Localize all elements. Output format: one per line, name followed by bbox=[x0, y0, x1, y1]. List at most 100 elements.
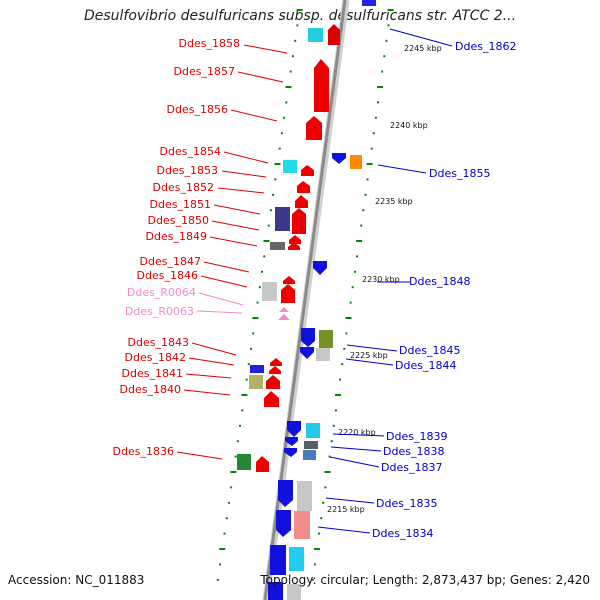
scale-tick bbox=[250, 347, 252, 350]
gene-label[interactable]: Ddes_1839 bbox=[386, 430, 447, 443]
forward-gene-arrow bbox=[266, 375, 280, 389]
forward-gene-arrow bbox=[270, 358, 282, 366]
scale-label: 2230 kbp bbox=[362, 275, 400, 284]
gene-label[interactable]: Ddes_1835 bbox=[376, 497, 437, 510]
scale-tick bbox=[387, 24, 390, 27]
scale-tick bbox=[223, 532, 226, 535]
feature-block bbox=[249, 375, 263, 389]
scale-tick bbox=[274, 163, 281, 165]
gene-label[interactable]: Ddes_R0064 bbox=[127, 286, 196, 299]
gene-label[interactable]: Ddes_1857 bbox=[174, 65, 235, 78]
reverse-gene-block bbox=[270, 545, 286, 575]
right-gene-labels: Ddes_1862 Ddes_1855 Ddes_1848 Ddes_1845 … bbox=[372, 40, 516, 540]
gene-label[interactable]: Ddes_R0063 bbox=[125, 305, 194, 318]
feature-block bbox=[289, 547, 304, 571]
scale-tick bbox=[370, 147, 373, 150]
gene-label[interactable]: Ddes_1858 bbox=[179, 37, 240, 50]
feature-block bbox=[304, 441, 318, 449]
forward-gene-arrow bbox=[288, 242, 300, 250]
scale-tick bbox=[343, 347, 346, 350]
scale-tick bbox=[372, 132, 375, 135]
scale-tick bbox=[225, 517, 228, 520]
right-leader-lines bbox=[317, 28, 453, 534]
gene-label[interactable]: Ddes_1856 bbox=[167, 103, 228, 116]
gene-label[interactable]: Ddes_1855 bbox=[429, 167, 490, 180]
gene-label[interactable]: Ddes_1846 bbox=[137, 269, 198, 282]
reverse-gene-block bbox=[268, 582, 283, 600]
feature-block bbox=[350, 155, 362, 169]
forward-gene-arrow bbox=[264, 391, 279, 407]
gene-label[interactable]: Ddes_1837 bbox=[381, 461, 442, 474]
scale-tick bbox=[252, 317, 259, 319]
scale-tick bbox=[320, 517, 323, 520]
gene-label[interactable]: Ddes_1847 bbox=[140, 255, 201, 268]
scale-tick bbox=[252, 332, 255, 335]
scale-tick bbox=[267, 224, 270, 227]
scale-tick bbox=[234, 455, 237, 458]
gene-label[interactable]: Ddes_1841 bbox=[122, 367, 183, 380]
reverse-gene-arrow bbox=[287, 421, 301, 437]
gene-label[interactable]: Ddes_1840 bbox=[120, 383, 181, 396]
scale-tick bbox=[385, 39, 388, 42]
gene-label[interactable]: Ddes_1852 bbox=[153, 181, 214, 194]
scale-tick bbox=[296, 24, 299, 27]
forward-gene-arrow bbox=[292, 208, 306, 234]
scale-tick bbox=[318, 532, 321, 535]
gene-label[interactable]: Ddes_1848 bbox=[409, 275, 470, 288]
gene-label[interactable]: Ddes_1854 bbox=[160, 145, 221, 158]
gene-label[interactable]: Ddes_1844 bbox=[395, 359, 456, 372]
scale-tick bbox=[313, 563, 316, 566]
gene-label[interactable]: Ddes_1853 bbox=[157, 164, 218, 177]
scale-tick bbox=[356, 255, 358, 258]
scale-tick bbox=[356, 240, 363, 242]
scale-tick bbox=[339, 378, 342, 381]
gene-label[interactable]: Ddes_1850 bbox=[148, 214, 209, 227]
scale-tick bbox=[341, 363, 344, 366]
scale-label: 2215 kbp bbox=[327, 505, 365, 514]
scale-tick bbox=[334, 409, 337, 412]
gene-label[interactable]: Ddes_1838 bbox=[383, 445, 444, 458]
scale-tick bbox=[353, 270, 356, 273]
scale-tick bbox=[377, 101, 379, 104]
feature-block bbox=[316, 348, 330, 361]
scale-tick bbox=[272, 193, 275, 196]
gene-label[interactable]: Ddes_1849 bbox=[146, 230, 207, 243]
feature-block bbox=[237, 454, 251, 470]
gene-label[interactable]: Ddes_1842 bbox=[125, 351, 186, 364]
scale-tick bbox=[219, 563, 222, 566]
feature-block bbox=[306, 423, 320, 438]
feature-block bbox=[287, 584, 301, 600]
scale-label: 2235 kbp bbox=[375, 197, 413, 206]
scale-tick bbox=[261, 270, 263, 273]
scale-tick bbox=[381, 70, 384, 73]
scale-tick bbox=[349, 301, 352, 304]
scale-tick bbox=[241, 394, 248, 396]
scale-tick bbox=[387, 9, 394, 11]
scale-tick bbox=[285, 86, 292, 88]
gene-label[interactable]: Ddes_1851 bbox=[150, 198, 211, 211]
scale-tick bbox=[216, 578, 219, 581]
gene-label[interactable]: Ddes_1862 bbox=[455, 40, 516, 53]
scale-tick bbox=[345, 332, 348, 335]
scale-tick bbox=[311, 578, 314, 581]
gene-label[interactable]: Ddes_1834 bbox=[372, 527, 433, 540]
feature-block bbox=[262, 282, 277, 301]
accession-text: Accession: NC_011883 bbox=[8, 573, 145, 587]
scale-tick bbox=[364, 193, 367, 196]
reverse-gene-arrow bbox=[285, 437, 298, 446]
forward-gene-arrow bbox=[314, 59, 329, 112]
scale-tick bbox=[280, 132, 283, 135]
gene-label[interactable]: Ddes_1836 bbox=[113, 445, 174, 458]
scale-tick bbox=[283, 116, 286, 119]
scale-tick bbox=[374, 116, 377, 119]
forward-gene-arrow bbox=[306, 116, 322, 140]
gene-label[interactable]: Ddes_1843 bbox=[128, 336, 189, 349]
scale-ticks bbox=[216, 9, 394, 581]
scale-tick bbox=[328, 455, 331, 458]
gene-label[interactable]: Ddes_1845 bbox=[399, 344, 460, 357]
scale-label: 2220 kbp bbox=[338, 428, 376, 437]
scale-tick bbox=[263, 240, 270, 242]
scale-tick bbox=[285, 101, 288, 104]
forward-gene-arrow bbox=[269, 366, 281, 374]
